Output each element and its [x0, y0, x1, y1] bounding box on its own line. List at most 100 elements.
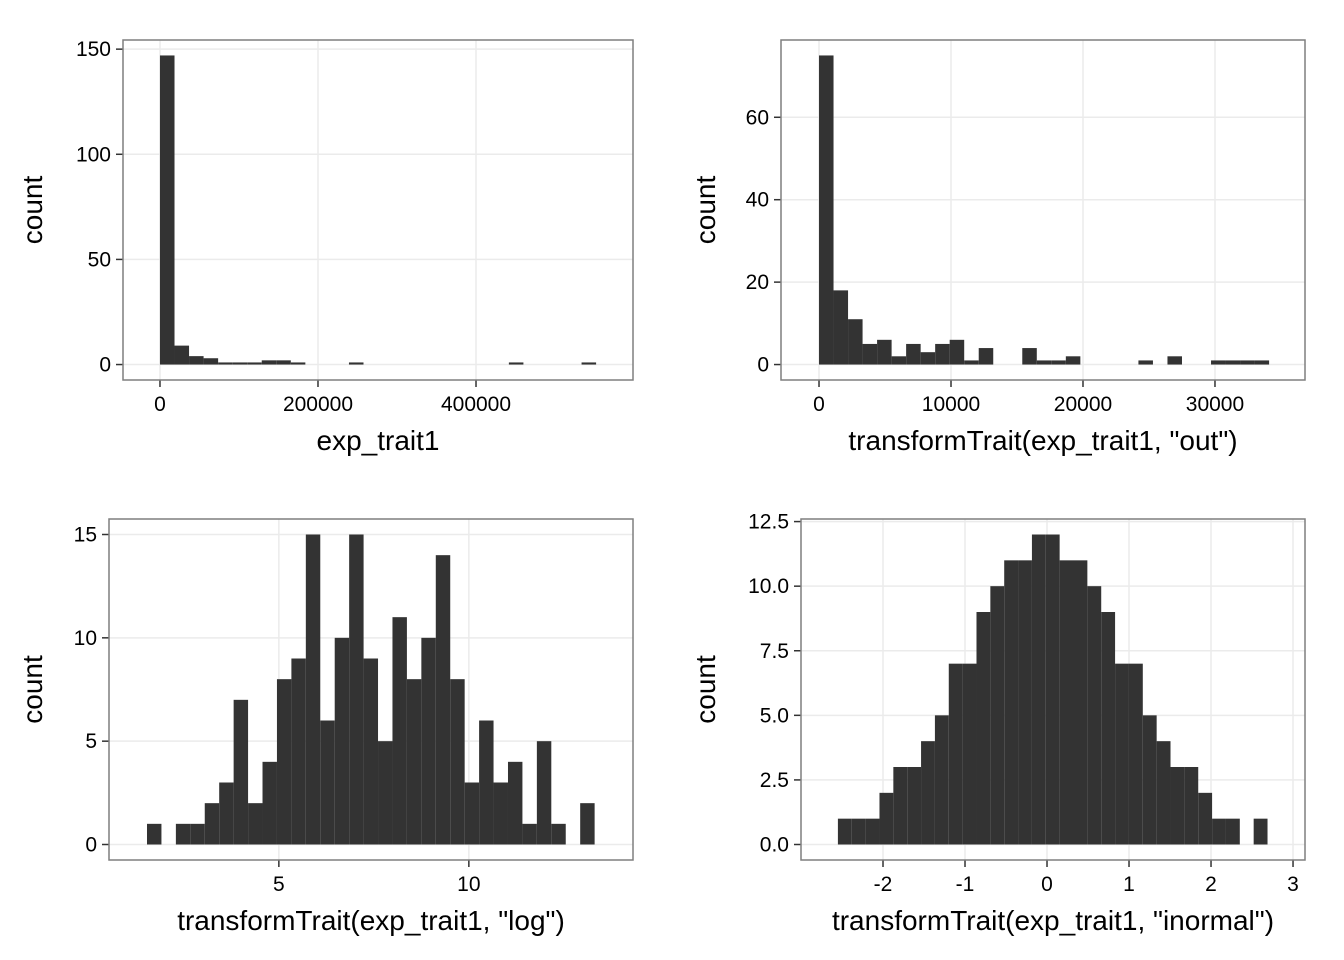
histogram-bar [190, 823, 205, 845]
histogram-bar [1198, 792, 1213, 845]
histogram-bar [551, 823, 566, 845]
histogram-bar [247, 362, 262, 365]
x-tick-label: 30000 [1186, 393, 1244, 416]
x-tick-label: 10 [457, 873, 480, 896]
histogram-bar [1156, 741, 1171, 845]
histogram-bar [392, 617, 407, 845]
histogram-bar [1101, 612, 1116, 845]
y-tick-label: 0 [85, 834, 97, 857]
x-tick-label: -1 [956, 873, 975, 896]
histogram-bar [948, 663, 963, 845]
histogram-bar [891, 356, 907, 365]
histogram-bar [1225, 818, 1240, 845]
histogram-bar [934, 715, 949, 845]
histogram-bar [261, 360, 277, 365]
y-axis-title: count [690, 655, 721, 724]
histogram-bar [175, 823, 191, 845]
y-tick-label: 0 [99, 354, 111, 377]
histogram-bar [276, 360, 291, 365]
histogram-bar [949, 339, 965, 365]
x-tick-label: 2 [1205, 873, 1217, 896]
y-tick-label: 15 [74, 524, 97, 547]
histogram-bar [964, 360, 979, 365]
y-tick-label: 150 [76, 38, 111, 61]
histogram-bar [907, 767, 922, 845]
histogram-bar [935, 343, 950, 365]
histogram-bar [1073, 560, 1088, 845]
histogram-bar [920, 352, 936, 365]
y-tick-label: 7.5 [760, 640, 789, 663]
y-tick-label: 2.5 [760, 769, 789, 792]
plot-border [122, 39, 634, 381]
histogram-bar [334, 637, 350, 845]
histogram-bar [581, 362, 597, 365]
y-axis-title: count [17, 655, 48, 724]
plot-background [781, 40, 1305, 380]
histogram-bar [1240, 360, 1255, 365]
y-tick-label: 12.5 [748, 511, 789, 534]
histogram-bar [290, 362, 306, 365]
histogram-bar [262, 761, 277, 845]
histogram-bar [978, 348, 994, 365]
histogram-bar [906, 343, 921, 365]
histogram-bar [291, 658, 306, 845]
plot-background [123, 40, 633, 380]
x-tick-label: -2 [874, 873, 893, 896]
histogram-bar [349, 534, 364, 845]
histogram-bar [174, 345, 190, 365]
x-tick-label: 5 [273, 873, 285, 896]
histogram-bar [233, 699, 249, 845]
x-tick-label: 400000 [441, 393, 511, 416]
histogram-bar [1051, 360, 1066, 365]
y-tick-label: 0 [757, 354, 769, 377]
plot-border [108, 518, 634, 861]
histogram-bar [1253, 818, 1268, 845]
x-axis-title: exp_trait1 [317, 425, 440, 456]
histogram-bar [990, 586, 1005, 845]
histogram-bar [536, 741, 552, 845]
x-tick-label: 20000 [1054, 393, 1112, 416]
y-axis-title: count [690, 176, 721, 245]
histogram-bar [363, 658, 379, 845]
histogram-bar [1036, 360, 1052, 365]
histogram-bar [1022, 348, 1037, 365]
histogram-bar [1128, 663, 1143, 845]
histogram-bar [146, 823, 162, 845]
histogram-bar [976, 612, 991, 845]
y-tick-label: 20 [746, 271, 769, 294]
histogram-bar [1170, 767, 1185, 845]
histogram-bar [879, 792, 894, 845]
y-tick-label: 5.0 [760, 704, 789, 727]
histogram-bar [862, 343, 878, 365]
histogram-bar [1184, 767, 1199, 845]
x-tick-label: 10000 [922, 393, 980, 416]
histogram-bar [1004, 560, 1019, 845]
x-tick-label: 3 [1287, 873, 1299, 896]
histogram-bar [508, 362, 524, 365]
x-tick-label: 1 [1123, 873, 1135, 896]
panel: 0.0 2.5 5.0 7.5 10.0 12.5 -2 -1 0 1 2 3 transformTra… [690, 511, 1306, 936]
histogram-bar [1211, 360, 1226, 365]
histogram-bar [435, 555, 451, 845]
histogram-bar [493, 782, 508, 845]
plot-border [800, 518, 1306, 861]
x-tick-label: 200000 [283, 393, 353, 416]
y-tick-label: 10 [74, 627, 97, 650]
histogram-bar [921, 741, 935, 845]
y-tick-label: 0.0 [760, 834, 789, 857]
x-tick-label: 0 [813, 393, 825, 416]
histogram-bar [1115, 663, 1129, 845]
histogram-bar [348, 362, 364, 365]
histogram-bar [248, 803, 263, 845]
y-tick-label: 40 [746, 189, 769, 212]
histogram-bar [204, 803, 220, 845]
histogram-bar [203, 358, 219, 365]
histogram-bar [1254, 360, 1270, 365]
histogram-bar [1167, 356, 1182, 365]
histogram-bar [406, 679, 422, 845]
histogram-bar [320, 720, 335, 845]
histogram-bar [580, 803, 595, 845]
histogram-bar [378, 741, 393, 845]
